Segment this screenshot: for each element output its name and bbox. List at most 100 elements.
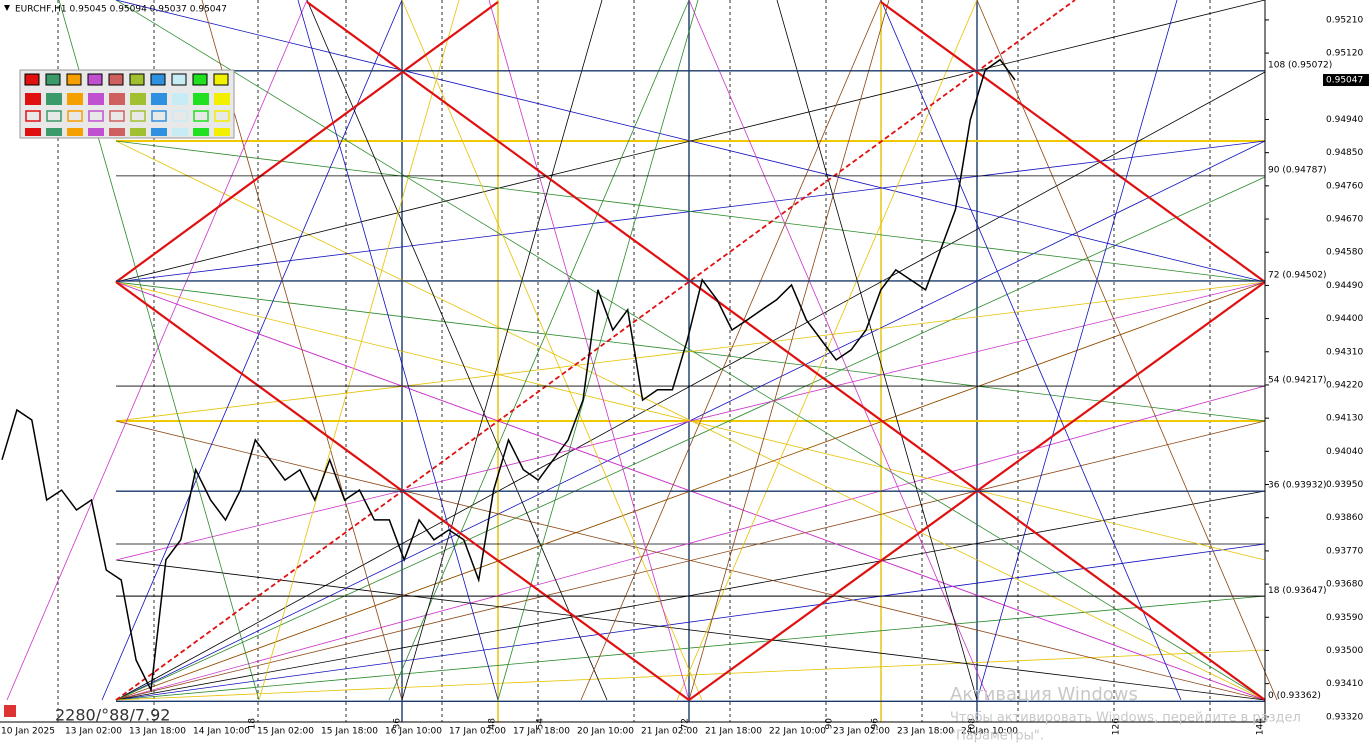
palette-swatch bbox=[88, 128, 104, 136]
level-label: 0 (0.93362) bbox=[1268, 691, 1321, 701]
palette-swatch bbox=[130, 128, 146, 136]
gann-line bbox=[115, 0, 1266, 701]
gann-grid bbox=[6, 0, 1278, 722]
gann-line bbox=[115, 649, 1266, 701]
level-label: 54 (0.94217) bbox=[1268, 376, 1327, 386]
color-palette bbox=[19, 69, 235, 139]
gann-line bbox=[201, 0, 403, 701]
footer-text: 2280/°88/7.92 bbox=[55, 706, 170, 725]
gann-line bbox=[115, 385, 1266, 701]
gann-line bbox=[258, 0, 460, 701]
y-tick-label: 0.94220 bbox=[1326, 380, 1363, 390]
y-tick-label: 0.95210 bbox=[1326, 15, 1363, 25]
palette-swatch bbox=[88, 110, 104, 122]
palette-swatch bbox=[45, 73, 61, 86]
x-tick-label: 21 Jan 02:00 bbox=[641, 727, 698, 737]
palette-swatch bbox=[130, 93, 146, 105]
palette-swatch bbox=[214, 110, 230, 122]
y-tick-label: 0.94850 bbox=[1326, 148, 1363, 158]
palette-swatch bbox=[109, 110, 125, 122]
x-tick-label: 24 Jan 10:00 bbox=[961, 727, 1018, 737]
palette-swatch bbox=[25, 128, 41, 136]
palette-swatch bbox=[151, 110, 167, 122]
watermark-title: Активация Windows bbox=[950, 684, 1138, 705]
palette-swatch bbox=[67, 128, 83, 136]
palette-swatch bbox=[88, 93, 104, 105]
palette-swatch bbox=[193, 110, 209, 122]
palette-swatch bbox=[109, 128, 125, 136]
palette-swatch bbox=[67, 93, 83, 105]
y-tick-label: 0.93950 bbox=[1326, 480, 1363, 490]
palette-swatch bbox=[46, 110, 62, 122]
bar-count-label: 54 bbox=[536, 718, 546, 730]
x-tick-label: 20 Jan 10:00 bbox=[577, 727, 634, 737]
y-tick-label: 0.94130 bbox=[1326, 414, 1363, 424]
symbol-header: EURCHF,H1 0.95045 0.95094 0.95037 0.9504… bbox=[15, 5, 227, 15]
watermark-text: "Параметры". bbox=[950, 729, 1044, 743]
bar-count-label: 144 bbox=[1256, 718, 1266, 735]
palette-swatch bbox=[24, 73, 40, 86]
palette-swatch bbox=[67, 110, 83, 122]
gann-line bbox=[676, 0, 978, 701]
palette-swatch bbox=[109, 93, 125, 105]
gann-line bbox=[488, 0, 690, 701]
gann-line bbox=[6, 0, 308, 701]
gann-line bbox=[976, 0, 1178, 701]
palette-swatch bbox=[172, 110, 188, 122]
gann-line bbox=[580, 0, 882, 701]
gann-line bbox=[976, 0, 1278, 701]
gann-line bbox=[115, 0, 1076, 701]
gann-line bbox=[306, 1, 1266, 701]
data-layer: 108 (0.95072) 90 (0.94787) 72 (0.94502) 54 … bbox=[1, 15, 1369, 737]
y-tick-label: 0.94940 bbox=[1326, 115, 1363, 125]
gann-line bbox=[115, 140, 1266, 701]
y-tick-label: 0.94760 bbox=[1326, 181, 1363, 191]
y-tick-label: 0.93590 bbox=[1326, 613, 1363, 623]
bar-count-label: 72 bbox=[681, 718, 691, 729]
palette-swatch bbox=[151, 93, 167, 105]
header-arrow bbox=[4, 5, 10, 11]
gann-line bbox=[115, 0, 1266, 283]
x-tick-label: 16 Jan 10:00 bbox=[385, 727, 442, 737]
x-tick-label: 23 Jan 02:00 bbox=[833, 727, 890, 737]
level-label: 72 (0.94502) bbox=[1268, 270, 1327, 280]
gann-line bbox=[101, 0, 403, 701]
gann-line bbox=[401, 0, 703, 701]
x-tick-label: 15 Jan 18:00 bbox=[321, 727, 378, 737]
y-tick-label: 0.93500 bbox=[1326, 646, 1363, 656]
x-tick-label: 14 Jan 10:00 bbox=[193, 727, 250, 737]
y-tick-label: 0.93860 bbox=[1326, 513, 1363, 523]
palette-swatch bbox=[172, 93, 188, 105]
gann-line bbox=[115, 543, 1266, 701]
bar-count-label: 90 bbox=[825, 718, 835, 730]
palette-swatch bbox=[171, 73, 187, 86]
gann-line bbox=[776, 0, 978, 701]
level-label: 90 (0.94787) bbox=[1268, 165, 1327, 175]
price-line bbox=[1, 58, 1016, 693]
x-tick-label: 17 Jan 18:00 bbox=[513, 727, 570, 737]
x-tick-label: 21 Jan 18:00 bbox=[705, 727, 762, 737]
gann-line bbox=[497, 0, 699, 701]
level-label: 18 (0.93647) bbox=[1268, 586, 1327, 596]
current-price-label: 0.95047 bbox=[1326, 76, 1363, 86]
palette-swatch bbox=[213, 73, 229, 86]
gann-line bbox=[115, 1, 499, 283]
y-tick-label: 0.95120 bbox=[1326, 49, 1363, 59]
y-tick-label: 0.94400 bbox=[1326, 314, 1363, 324]
gann-line bbox=[115, 420, 1266, 701]
palette-swatch bbox=[192, 73, 208, 86]
gann-line bbox=[115, 595, 1266, 701]
y-tick-label: 0.94040 bbox=[1326, 447, 1363, 457]
x-tick-label: 10 Jan 2025 bbox=[1, 727, 55, 737]
gann-line bbox=[297, 0, 499, 701]
palette-swatch bbox=[46, 128, 62, 136]
palette-swatch bbox=[151, 128, 167, 136]
x-tick-label: 13 Jan 18:00 bbox=[129, 727, 186, 737]
palette-swatch bbox=[87, 73, 103, 86]
bar-count-label: 18 bbox=[248, 718, 258, 730]
palette-swatch bbox=[25, 93, 41, 105]
x-tick-label: 15 Jan 02:00 bbox=[257, 727, 314, 737]
gann-line bbox=[688, 0, 990, 701]
bar-count-label: 36 bbox=[393, 718, 403, 730]
